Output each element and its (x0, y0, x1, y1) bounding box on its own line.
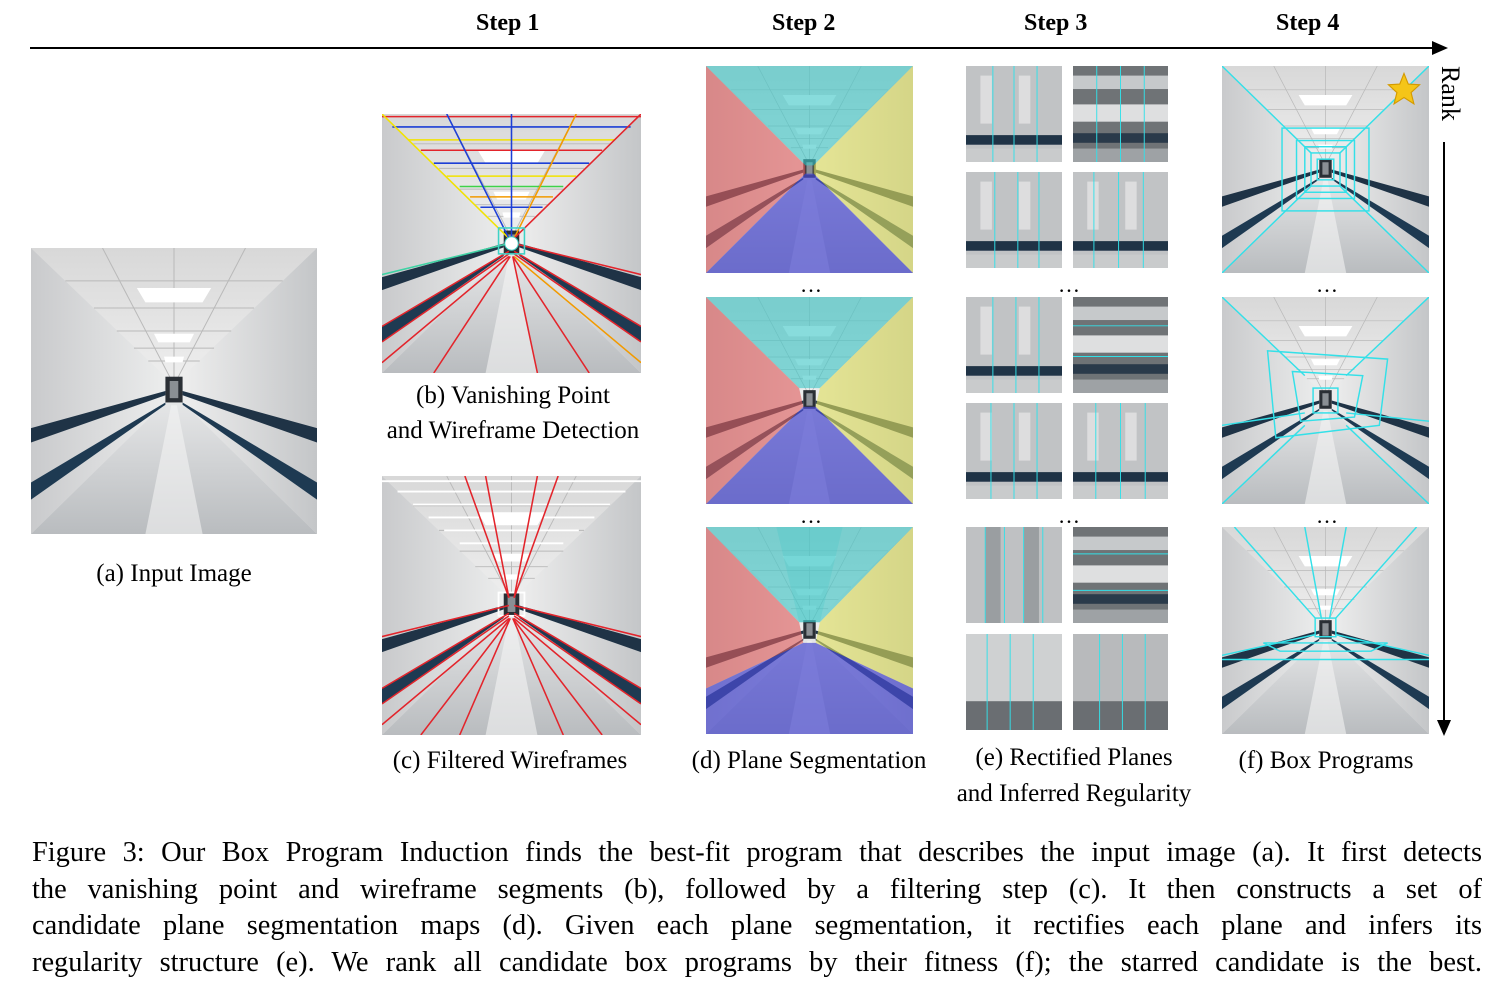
box-program-3 (1222, 527, 1429, 734)
rectified-plane-2d (1073, 403, 1168, 499)
caption-line-3: candidate plane segmentation maps (d). G… (32, 910, 1482, 942)
rank-label: Rank (1436, 66, 1465, 121)
step-4-label: Step 4 (1276, 10, 1340, 36)
wireframe-detection-image (382, 114, 641, 373)
ellipsis-e-1: … (1058, 272, 1082, 297)
box-program-1 (1222, 66, 1429, 273)
label-plane-segmentation: (d) Plane Segmentation (691, 747, 927, 774)
ellipsis-d-1: … (800, 272, 824, 297)
caption-line-1: Figure 3: Our Box Program Induction find… (32, 837, 1482, 868)
rectified-plane-3d (1073, 634, 1168, 730)
ellipsis-e-2: … (1058, 503, 1082, 528)
caption-line-2: the vanishing point and wireframe segmen… (32, 873, 1482, 905)
rectified-plane-2a (966, 297, 1062, 393)
figure-caption: Figure 3: Our Box Program Induction find… (32, 835, 1482, 981)
label-rectified-planes: (e) Rectified Planes (975, 744, 1173, 771)
ellipsis-f-1: … (1316, 272, 1340, 297)
filtered-wireframes-image (382, 476, 641, 735)
label-vanishing-point: (b) Vanishing Point (416, 382, 610, 409)
plane-segmentation-3 (706, 527, 913, 734)
caption-line-4: regularity structure (e). We rank all ca… (32, 946, 1482, 978)
label-box-programs: (f) Box Programs (1238, 747, 1414, 774)
rectified-plane-3b (1073, 527, 1168, 623)
plane-segmentation-2 (706, 297, 913, 504)
step-1-label: Step 1 (476, 10, 540, 36)
rectified-plane-1d (1073, 172, 1168, 268)
rectified-plane-2b (1073, 297, 1168, 393)
label-input-image: (a) Input Image (96, 560, 252, 587)
box-program-2 (1222, 297, 1429, 504)
label-filtered-wireframes: (c) Filtered Wireframes (392, 747, 628, 774)
ellipsis-f-2: … (1316, 503, 1340, 528)
input-image (31, 248, 317, 534)
step-2-label: Step 2 (772, 10, 836, 36)
rectified-plane-3c (966, 634, 1062, 730)
plane-segmentation-1 (706, 66, 913, 273)
step-3-label: Step 3 (1024, 10, 1088, 36)
rectified-plane-2c (966, 403, 1062, 499)
star-icon (1387, 72, 1421, 106)
ellipsis-d-2: … (800, 503, 824, 528)
rectified-plane-1b (1073, 66, 1168, 162)
rectified-plane-1c (966, 172, 1062, 268)
rectified-plane-1a (966, 66, 1062, 162)
label-inferred-regularity: and Inferred Regularity (956, 780, 1192, 807)
rectified-plane-3a (966, 527, 1062, 623)
label-wireframe-detection: and Wireframe Detection (386, 417, 640, 444)
